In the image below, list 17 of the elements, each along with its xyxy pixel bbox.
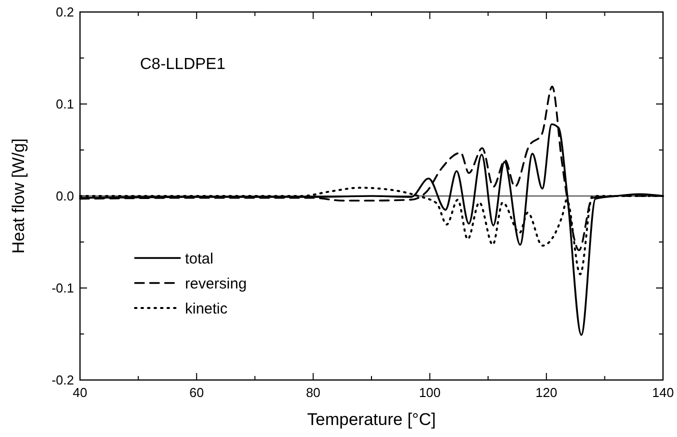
y-tick-label: 0.2 — [56, 4, 74, 20]
y-tick-label: 0.0 — [56, 188, 74, 204]
legend-label: reversing — [185, 275, 247, 292]
x-axis-title: Temperature [°C] — [307, 410, 436, 429]
y-tick-label: 0.1 — [56, 96, 74, 112]
x-tick-label: 100 — [418, 385, 441, 400]
y-axis-title: Heat flow [W/g] — [9, 138, 28, 254]
annotation: C8-LLDPE1 — [140, 56, 226, 73]
y-tick-label: -0.2 — [52, 372, 74, 388]
y-tick-label: -0.1 — [52, 280, 74, 296]
legend-label: kinetic — [185, 300, 228, 318]
x-tick-label: 120 — [536, 385, 558, 400]
x-tick-label: 40 — [72, 385, 88, 400]
x-tick-label: 80 — [306, 385, 320, 400]
legend-label: total — [185, 250, 214, 268]
x-tick-label: 140 — [652, 385, 674, 400]
x-tick-label: 60 — [189, 385, 204, 400]
